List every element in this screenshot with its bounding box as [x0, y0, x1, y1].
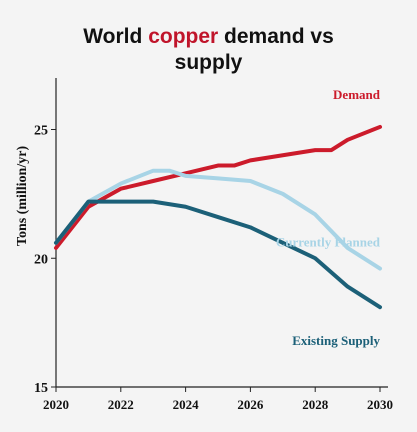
x-tick-label: 2022	[108, 397, 134, 412]
x-tick-label: 2024	[173, 397, 200, 412]
series-label: Existing Supply	[292, 333, 380, 348]
series-labels: Demand Currently Planned Existing Supply	[276, 87, 381, 348]
series-label: Currently Planned	[276, 235, 381, 250]
axis-ticks: 2020 2022 2024 2026 2028 2030 15 20 25	[34, 124, 393, 413]
title-prefix: World	[83, 25, 149, 48]
x-tick-label: 2020	[43, 397, 69, 412]
title-highlight: copper	[148, 25, 219, 48]
y-axis-label: Tons (million/yr)	[15, 146, 30, 247]
x-tick-label: 2030	[367, 397, 393, 412]
series-line	[54, 199, 382, 310]
series-lines	[54, 124, 382, 310]
series-line	[54, 124, 382, 250]
series-line	[54, 168, 382, 271]
chart-title-line-2: supply	[174, 51, 243, 74]
x-tick-label: 2028	[302, 397, 329, 412]
chart-title-line-1: World copper demand vs	[0, 25, 417, 49]
x-tick-label: 2026	[237, 397, 264, 412]
y-tick-label: 25	[34, 124, 48, 139]
y-tick-label: 20	[34, 252, 48, 267]
title-suffix: demand vs	[218, 25, 334, 48]
y-tick-label: 15	[34, 381, 48, 396]
series-label: Demand	[333, 87, 381, 102]
